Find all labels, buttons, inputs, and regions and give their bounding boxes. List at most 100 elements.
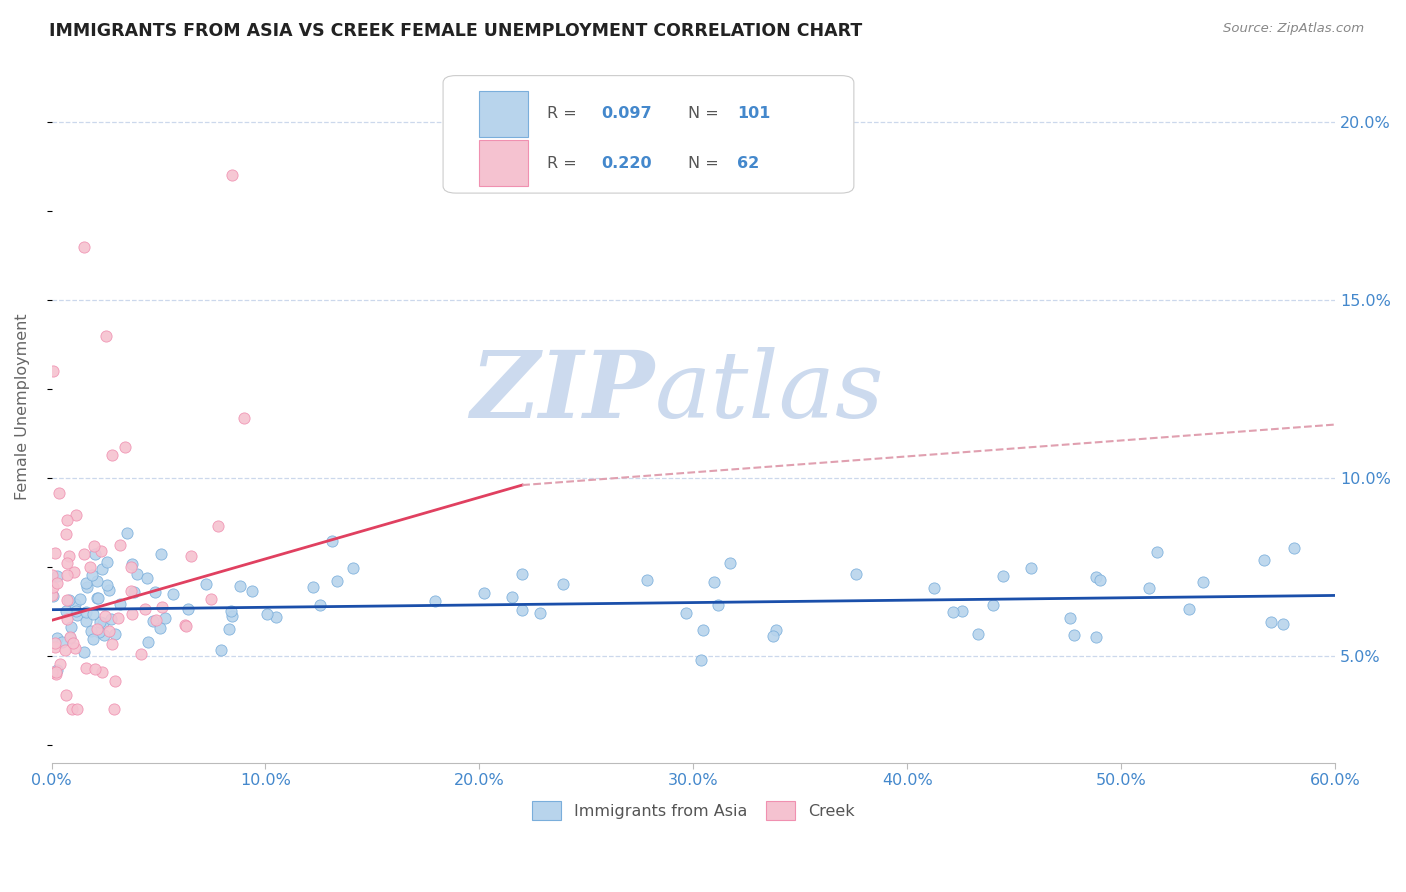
Point — [689, 653, 711, 667]
Point — [1059, 611, 1081, 625]
Point — [41, 588, 63, 602]
Point — [104, 674, 127, 689]
Point — [103, 702, 125, 716]
Point — [162, 587, 184, 601]
Point — [59, 630, 82, 644]
Point — [73, 239, 96, 253]
Point — [136, 635, 159, 649]
Point — [501, 591, 523, 605]
Point — [55, 604, 77, 618]
Point — [308, 598, 330, 612]
Point — [45, 667, 67, 681]
Point — [1146, 545, 1168, 559]
Point — [1260, 615, 1282, 630]
Point — [45, 631, 67, 645]
FancyBboxPatch shape — [479, 140, 527, 186]
Point — [42, 364, 65, 378]
Point — [150, 547, 173, 561]
Point — [41, 567, 63, 582]
Point — [101, 448, 124, 462]
Point — [966, 627, 988, 641]
Point — [86, 622, 108, 636]
Point — [45, 665, 67, 679]
Point — [425, 594, 447, 608]
Point — [718, 556, 741, 570]
Point — [65, 508, 87, 522]
Point — [180, 549, 202, 564]
Point — [120, 584, 142, 599]
Point — [44, 636, 66, 650]
Point — [218, 623, 240, 637]
Point — [207, 519, 229, 533]
Point — [124, 585, 146, 599]
Point — [93, 616, 115, 631]
Point — [56, 592, 79, 607]
Text: R =: R = — [547, 106, 582, 121]
FancyBboxPatch shape — [443, 76, 853, 193]
Point — [510, 603, 533, 617]
Point — [104, 626, 127, 640]
Point — [1282, 541, 1305, 556]
Point — [229, 579, 252, 593]
Point — [46, 569, 69, 583]
Point — [63, 597, 86, 611]
Point — [510, 566, 533, 581]
Point — [551, 577, 574, 591]
Point — [44, 546, 66, 560]
Point — [1137, 581, 1160, 595]
Text: N =: N = — [689, 106, 724, 121]
Point — [80, 568, 103, 582]
Point — [120, 559, 142, 574]
Point — [174, 619, 197, 633]
Point — [321, 533, 343, 548]
Point — [707, 598, 730, 612]
Point — [150, 599, 173, 614]
Point — [86, 591, 108, 605]
Point — [79, 560, 101, 574]
Point — [922, 581, 945, 595]
Point — [221, 609, 243, 624]
Text: 0.220: 0.220 — [600, 156, 651, 170]
Point — [55, 567, 77, 582]
Point — [46, 575, 69, 590]
Point — [75, 605, 97, 619]
Point — [942, 605, 965, 619]
Point — [134, 602, 156, 616]
Point — [240, 583, 263, 598]
Point — [149, 621, 172, 635]
Point — [675, 607, 697, 621]
Point — [1253, 552, 1275, 566]
Point — [48, 486, 70, 500]
Text: R =: R = — [547, 156, 582, 170]
Point — [96, 328, 118, 343]
Point — [221, 169, 243, 183]
Text: ZIP: ZIP — [471, 348, 655, 437]
Point — [142, 614, 165, 628]
Point — [44, 640, 66, 654]
Point — [101, 637, 124, 651]
Point — [82, 607, 104, 622]
Point — [76, 580, 98, 594]
Text: IMMIGRANTS FROM ASIA VS CREEK FEMALE UNEMPLOYMENT CORRELATION CHART: IMMIGRANTS FROM ASIA VS CREEK FEMALE UNE… — [49, 22, 862, 40]
Point — [53, 643, 76, 657]
Point — [58, 632, 80, 646]
Text: 62: 62 — [737, 156, 759, 170]
Point — [301, 580, 323, 594]
Point — [177, 602, 200, 616]
Point — [114, 440, 136, 454]
Text: N =: N = — [689, 156, 724, 170]
Point — [55, 513, 77, 527]
Point — [991, 569, 1014, 583]
Point — [75, 575, 97, 590]
Point — [121, 557, 143, 571]
Point — [529, 606, 551, 620]
Point — [58, 593, 80, 607]
Point — [86, 574, 108, 588]
Point — [145, 613, 167, 627]
Point — [41, 665, 63, 679]
Point — [762, 629, 785, 643]
Point — [209, 643, 232, 657]
Point — [76, 661, 98, 675]
Point — [90, 543, 112, 558]
Point — [129, 647, 152, 661]
